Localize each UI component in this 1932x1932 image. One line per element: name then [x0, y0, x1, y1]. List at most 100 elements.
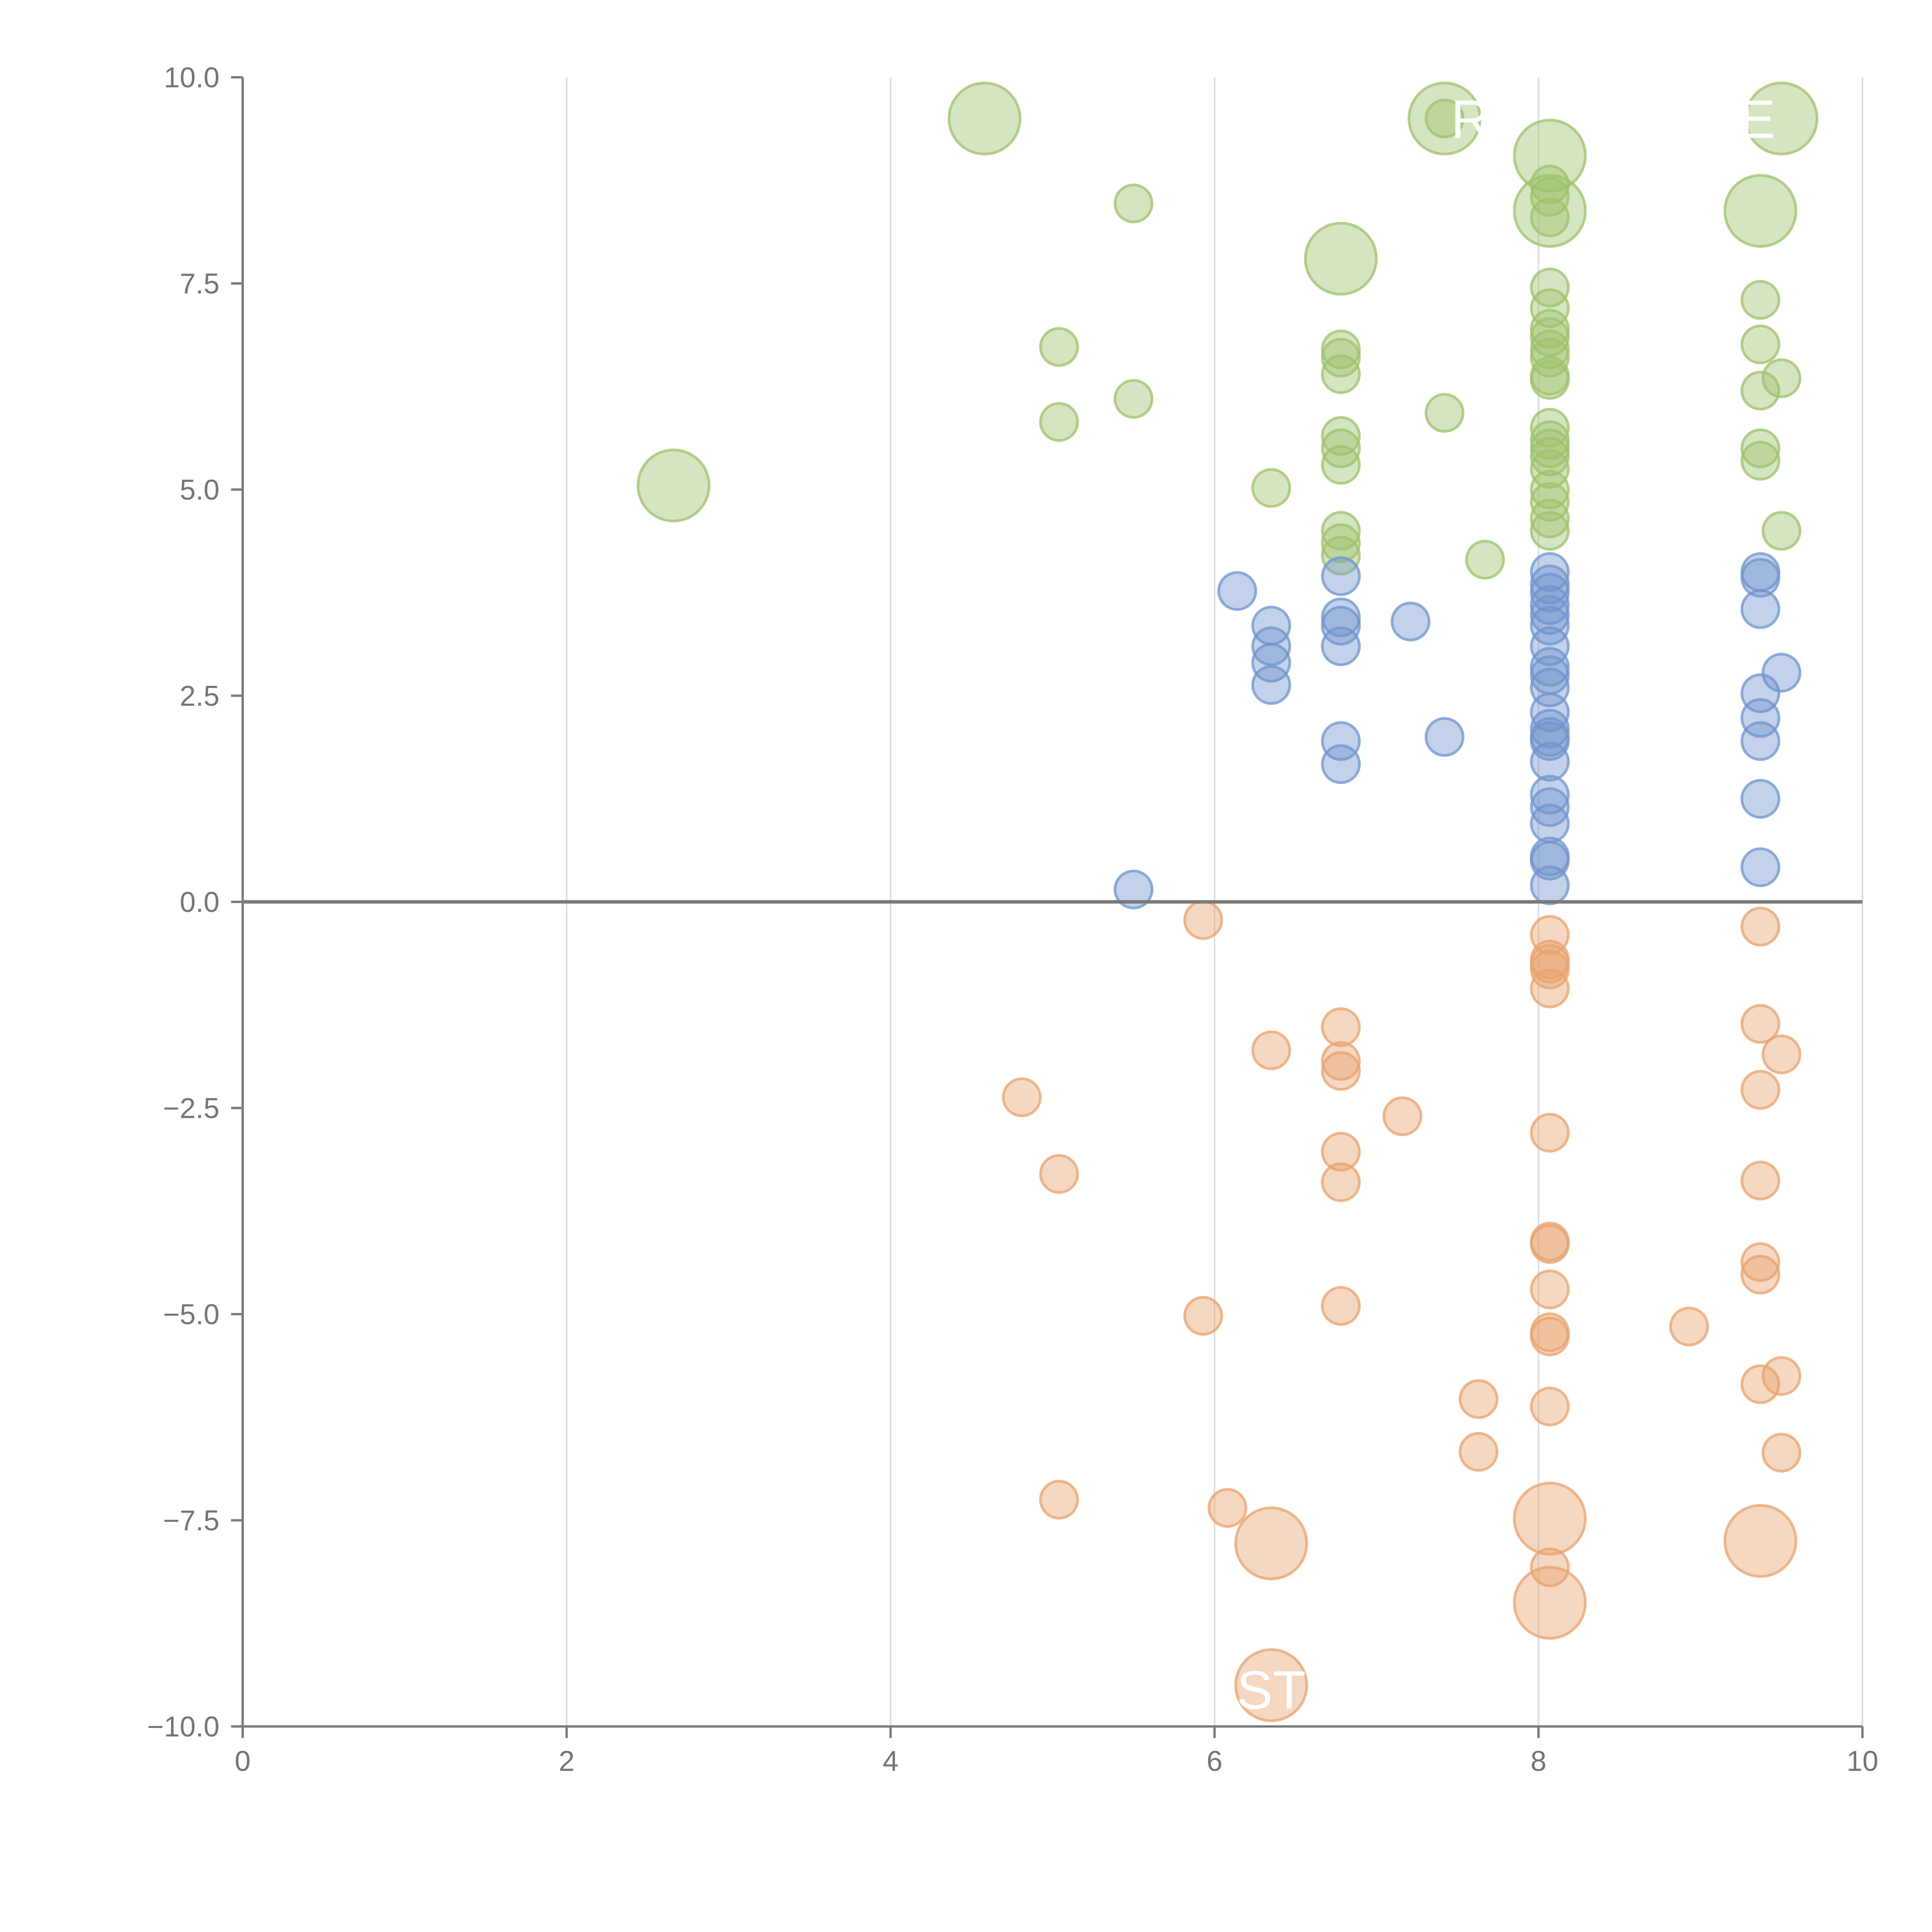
data-point-green: [1761, 511, 1801, 551]
point-label: ST: [1236, 1660, 1306, 1720]
y-tick-label: −10.0: [147, 1711, 219, 1743]
data-point-green: [1321, 428, 1361, 468]
data-point-green: [1530, 449, 1570, 489]
data-point-orange: [1234, 1648, 1308, 1722]
data-point-green: [1740, 371, 1781, 411]
data-point-green: [1530, 498, 1570, 539]
data-point-blue: [1530, 775, 1570, 815]
data-point-orange: [1761, 1034, 1801, 1075]
data-point-blue: [1530, 803, 1570, 844]
data-point-green: [1407, 82, 1481, 156]
data-point-blue: [1530, 865, 1570, 905]
data-point-orange: [1208, 1488, 1248, 1528]
y-tick-label: 10.0: [164, 61, 219, 94]
data-point-blue: [1740, 558, 1781, 598]
data-point-blue: [1530, 595, 1570, 635]
data-point-orange: [1740, 1004, 1781, 1044]
data-point-orange: [1669, 1306, 1709, 1347]
data-point-green: [1465, 539, 1505, 580]
data-point-blue: [1530, 573, 1570, 613]
data-point-blue: [1740, 779, 1781, 819]
data-point-green: [1114, 379, 1154, 419]
data-point-green: [1530, 437, 1570, 477]
data-point-orange: [1513, 1481, 1587, 1556]
data-point-blue: [1217, 571, 1257, 611]
data-point-green: [1039, 327, 1079, 367]
data-point-green: [1740, 324, 1781, 364]
data-point-blue: [1530, 585, 1570, 625]
data-point-orange: [1321, 1007, 1361, 1047]
x-tick-label: 4: [883, 1745, 898, 1777]
data-point-blue: [1740, 589, 1781, 629]
data-point-green: [1530, 317, 1570, 357]
data-point-orange: [1530, 1269, 1570, 1310]
data-point-orange: [1740, 1242, 1781, 1282]
data-point-green: [1740, 428, 1781, 468]
data-point-blue: [1530, 626, 1570, 666]
point-annotations: A R E ST: [1022, 89, 1775, 1720]
data-point-green: [1740, 440, 1781, 481]
y-tick-label: 0.0: [180, 886, 219, 918]
data-point-orange: [1458, 1432, 1498, 1472]
data-point-orange: [1321, 1132, 1361, 1172]
data-point-blue: [1321, 721, 1361, 761]
y-tick-label: −5.0: [163, 1298, 219, 1330]
data-point-blue: [1251, 626, 1291, 666]
data-point-green: [1321, 354, 1361, 394]
data-point-green: [1039, 402, 1079, 442]
y-tick-label: 7.5: [180, 268, 219, 300]
data-point-orange: [1321, 1051, 1361, 1091]
data-point-blue: [1530, 721, 1570, 761]
data-point-green: [1530, 511, 1570, 551]
data-point-green: [1424, 99, 1464, 139]
data-point-green: [636, 448, 711, 522]
data-point-green: [1114, 184, 1154, 224]
data-point-orange: [1321, 1162, 1361, 1202]
data-point-orange: [1530, 1316, 1570, 1357]
x-tick-label: 0: [235, 1745, 250, 1777]
data-point-green: [1424, 393, 1464, 433]
data-point-orange: [1183, 1296, 1223, 1336]
data-point-blue: [1321, 605, 1361, 646]
data-point-green: [1304, 221, 1378, 296]
axes: [242, 77, 1862, 1728]
data-point-orange: [1530, 1224, 1570, 1264]
data-point-green: [1530, 482, 1570, 522]
data-point-orange: [1321, 1041, 1361, 1081]
data-point-green: [1321, 536, 1361, 576]
axis-ticks: 0 2 4 6 8 10 10.0 7.5 5.0 2.5 0.0 −2.5 −5.0 −7.5 −10.0: [147, 61, 1878, 1777]
data-point-blue: [1761, 653, 1801, 693]
data-point-orange: [1740, 1160, 1781, 1201]
data-point-blue: [1530, 605, 1570, 646]
data-point-green: [1321, 523, 1361, 563]
data-point-orange: [1002, 1077, 1042, 1117]
data-point-blue: [1424, 717, 1464, 757]
data-point-blue: [1740, 698, 1781, 738]
data-point-orange: [1740, 1070, 1781, 1110]
data-point-blue: [1530, 787, 1570, 827]
data-point-orange: [1183, 900, 1223, 940]
data-point-green: [1530, 408, 1570, 448]
data-point-blue: [1114, 869, 1154, 910]
data-point-orange: [1513, 1566, 1587, 1640]
data-point-green: [1761, 358, 1801, 398]
x-tick-label: 10: [1847, 1745, 1878, 1777]
y-tick-label: −7.5: [163, 1505, 219, 1537]
data-point-blue: [1251, 643, 1291, 683]
data-point-orange: [1530, 968, 1570, 1009]
data-point-green: [1530, 267, 1570, 308]
data-point-green: [1321, 445, 1361, 485]
point-label: R: [1451, 89, 1490, 150]
data-point-orange: [1530, 1386, 1570, 1427]
data-point-blue: [1321, 744, 1361, 784]
data-point-orange: [1740, 1364, 1781, 1404]
data-point-green: [1530, 164, 1570, 204]
data-point-green: [1744, 82, 1818, 156]
data-point-blue: [1530, 552, 1570, 592]
data-point-orange: [1039, 1480, 1079, 1520]
data-point-orange: [1234, 1506, 1308, 1580]
data-point-orange: [1321, 1286, 1361, 1326]
y-tick-label: −2.5: [163, 1092, 219, 1124]
data-point-green: [1321, 416, 1361, 456]
